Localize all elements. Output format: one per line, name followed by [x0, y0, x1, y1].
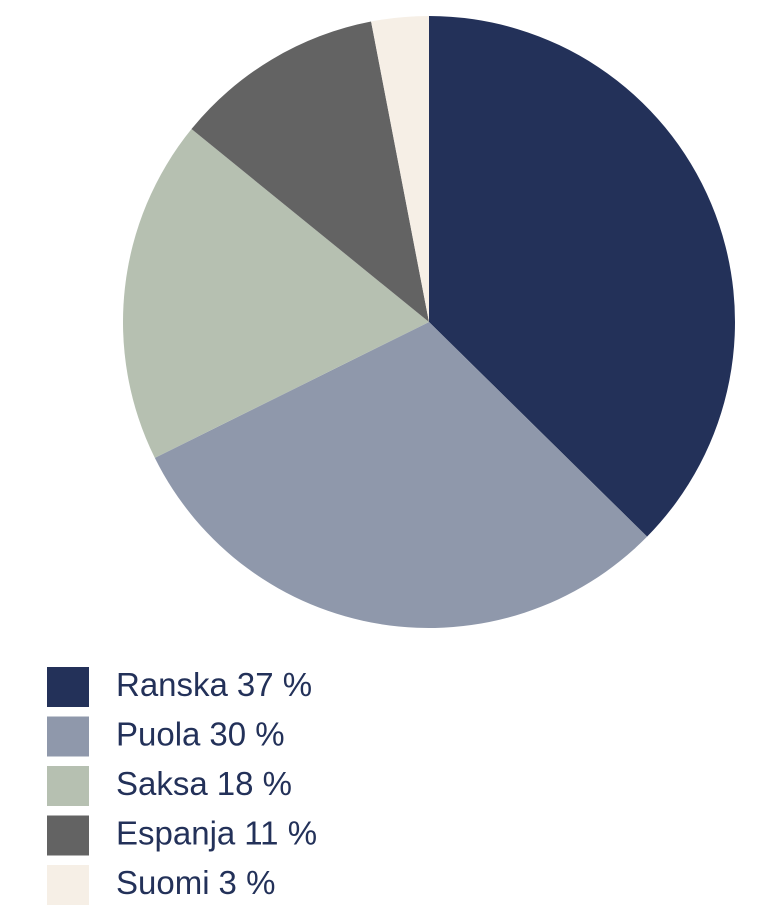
legend-name: Ranska — [116, 666, 229, 703]
pie-slice — [122, 129, 429, 458]
pie-slice — [371, 16, 429, 322]
legend-swatch — [47, 766, 89, 806]
legend-swatch — [47, 667, 89, 707]
legend-name: Saksa — [116, 765, 208, 802]
legend-label: Espanja 11 % — [116, 814, 317, 851]
legend-label: Saksa 18 % — [116, 765, 292, 802]
legend-swatch — [47, 716, 89, 757]
legend-name: Suomi — [116, 864, 210, 901]
legend-label: Puola 30 % — [116, 715, 285, 752]
legend-value: 18 % — [217, 765, 292, 802]
pie-slice — [191, 21, 429, 323]
legend-value: 11 % — [244, 814, 317, 851]
legend-label: Ranska 37 % — [116, 666, 312, 703]
legend-swatch — [47, 815, 89, 856]
legend-name: Puola — [116, 715, 201, 752]
legend-value: 37 % — [237, 666, 312, 703]
legend-value: 3 % — [219, 864, 276, 901]
legend-swatch — [47, 865, 89, 905]
legend-value: 30 % — [209, 715, 284, 752]
pie-slice — [154, 322, 648, 628]
pie-slice — [429, 16, 735, 537]
legend-label: Suomi 3 % — [116, 864, 275, 901]
legend-name: Espanja — [116, 814, 236, 851]
